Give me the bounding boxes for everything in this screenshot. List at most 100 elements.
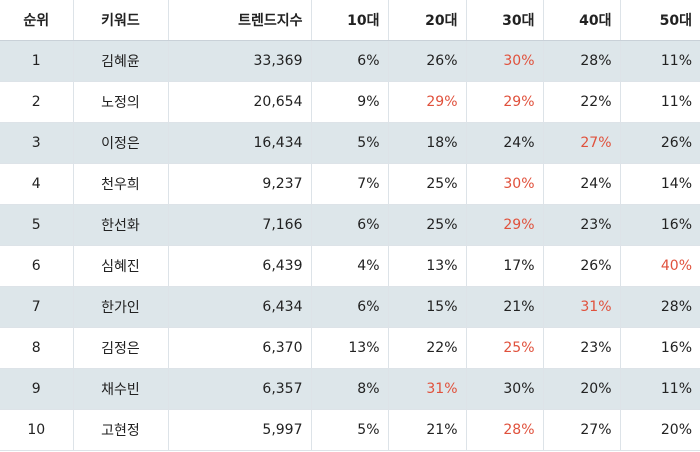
trend-index-cell: 6,357: [168, 368, 312, 410]
age-20s-cell: 15%: [388, 286, 467, 328]
rank-cell: 1: [0, 40, 74, 82]
table-row[interactable]: 1 김혜윤 33,369 6% 26% 30% 28% 11%: [0, 40, 700, 82]
keyword-cell: 채수빈: [73, 368, 169, 410]
age-40s-cell: 31%: [543, 286, 621, 328]
rank-cell: 3: [0, 122, 74, 164]
keyword-cell: 고현정: [73, 409, 169, 451]
rank-cell: 10: [0, 409, 74, 451]
age-20s-cell: 31%: [388, 368, 467, 410]
age-50s-cell: 11%: [620, 40, 700, 82]
table-row[interactable]: 10 고현정 5,997 5% 21% 28% 27% 20%: [0, 409, 700, 451]
age-50s-cell: 11%: [620, 81, 700, 123]
rank-cell: 6: [0, 245, 74, 287]
age-30s-cell: 17%: [466, 245, 544, 287]
header-age-20s[interactable]: 20대: [388, 0, 467, 41]
age-10s-cell: 13%: [311, 327, 389, 369]
header-row: 순위 키워드 트렌드지수 10대 20대 30대 40대 50대: [0, 0, 700, 41]
header-rank[interactable]: 순위: [0, 0, 74, 41]
age-40s-cell: 23%: [543, 327, 621, 369]
trend-index-cell: 5,997: [168, 409, 312, 451]
table-row[interactable]: 5 한선화 7,166 6% 25% 29% 23% 16%: [0, 204, 700, 246]
trend-index-cell: 7,166: [168, 204, 312, 246]
age-50s-cell: 20%: [620, 409, 700, 451]
table-row[interactable]: 9 채수빈 6,357 8% 31% 30% 20% 11%: [0, 368, 700, 410]
age-50s-cell: 11%: [620, 368, 700, 410]
trend-index-cell: 6,434: [168, 286, 312, 328]
trend-index-cell: 6,439: [168, 245, 312, 287]
header-keyword[interactable]: 키워드: [73, 0, 169, 41]
trend-index-cell: 16,434: [168, 122, 312, 164]
age-10s-cell: 7%: [311, 163, 389, 205]
age-30s-cell: 25%: [466, 327, 544, 369]
keyword-cell: 노정의: [73, 81, 169, 123]
age-10s-cell: 4%: [311, 245, 389, 287]
age-10s-cell: 6%: [311, 286, 389, 328]
table-row[interactable]: 6 심혜진 6,439 4% 13% 17% 26% 40%: [0, 245, 700, 287]
age-20s-cell: 26%: [388, 40, 467, 82]
age-30s-cell: 30%: [466, 368, 544, 410]
keyword-cell: 한선화: [73, 204, 169, 246]
keyword-cell: 한가인: [73, 286, 169, 328]
age-10s-cell: 5%: [311, 409, 389, 451]
age-20s-cell: 29%: [388, 81, 467, 123]
age-40s-cell: 27%: [543, 122, 621, 164]
age-50s-cell: 16%: [620, 204, 700, 246]
age-20s-cell: 18%: [388, 122, 467, 164]
age-30s-cell: 24%: [466, 122, 544, 164]
table-row[interactable]: 3 이정은 16,434 5% 18% 24% 27% 26%: [0, 122, 700, 164]
age-10s-cell: 6%: [311, 40, 389, 82]
rank-cell: 5: [0, 204, 74, 246]
rank-cell: 2: [0, 81, 74, 123]
header-age-10s[interactable]: 10대: [311, 0, 389, 41]
age-50s-cell: 40%: [620, 245, 700, 287]
age-30s-cell: 30%: [466, 163, 544, 205]
keyword-cell: 김혜윤: [73, 40, 169, 82]
age-10s-cell: 8%: [311, 368, 389, 410]
age-40s-cell: 22%: [543, 81, 621, 123]
age-50s-cell: 16%: [620, 327, 700, 369]
age-50s-cell: 26%: [620, 122, 700, 164]
keyword-cell: 김정은: [73, 327, 169, 369]
age-40s-cell: 23%: [543, 204, 621, 246]
age-30s-cell: 30%: [466, 40, 544, 82]
age-30s-cell: 21%: [466, 286, 544, 328]
keyword-cell: 이정은: [73, 122, 169, 164]
age-40s-cell: 20%: [543, 368, 621, 410]
trend-index-cell: 20,654: [168, 81, 312, 123]
age-20s-cell: 22%: [388, 327, 467, 369]
table-row[interactable]: 2 노정의 20,654 9% 29% 29% 22% 11%: [0, 81, 700, 123]
age-30s-cell: 28%: [466, 409, 544, 451]
age-30s-cell: 29%: [466, 81, 544, 123]
age-40s-cell: 27%: [543, 409, 621, 451]
header-age-50s[interactable]: 50대: [620, 0, 700, 41]
age-20s-cell: 21%: [388, 409, 467, 451]
age-20s-cell: 25%: [388, 204, 467, 246]
table-row[interactable]: 4 천우희 9,237 7% 25% 30% 24% 14%: [0, 163, 700, 205]
header-age-30s[interactable]: 30대: [466, 0, 544, 41]
age-50s-cell: 14%: [620, 163, 700, 205]
header-age-40s[interactable]: 40대: [543, 0, 621, 41]
table-row[interactable]: 8 김정은 6,370 13% 22% 25% 23% 16%: [0, 327, 700, 369]
table-row[interactable]: 7 한가인 6,434 6% 15% 21% 31% 28%: [0, 286, 700, 328]
rank-cell: 4: [0, 163, 74, 205]
rank-cell: 8: [0, 327, 74, 369]
trend-index-cell: 33,369: [168, 40, 312, 82]
keyword-cell: 천우희: [73, 163, 169, 205]
header-trend-index[interactable]: 트렌드지수: [168, 0, 312, 41]
age-40s-cell: 24%: [543, 163, 621, 205]
keyword-cell: 심혜진: [73, 245, 169, 287]
age-40s-cell: 28%: [543, 40, 621, 82]
age-30s-cell: 29%: [466, 204, 544, 246]
rank-cell: 7: [0, 286, 74, 328]
age-10s-cell: 6%: [311, 204, 389, 246]
age-20s-cell: 13%: [388, 245, 467, 287]
rank-cell: 9: [0, 368, 74, 410]
trend-index-cell: 6,370: [168, 327, 312, 369]
trend-index-cell: 9,237: [168, 163, 312, 205]
age-20s-cell: 25%: [388, 163, 467, 205]
age-50s-cell: 28%: [620, 286, 700, 328]
age-10s-cell: 5%: [311, 122, 389, 164]
age-10s-cell: 9%: [311, 81, 389, 123]
age-40s-cell: 26%: [543, 245, 621, 287]
